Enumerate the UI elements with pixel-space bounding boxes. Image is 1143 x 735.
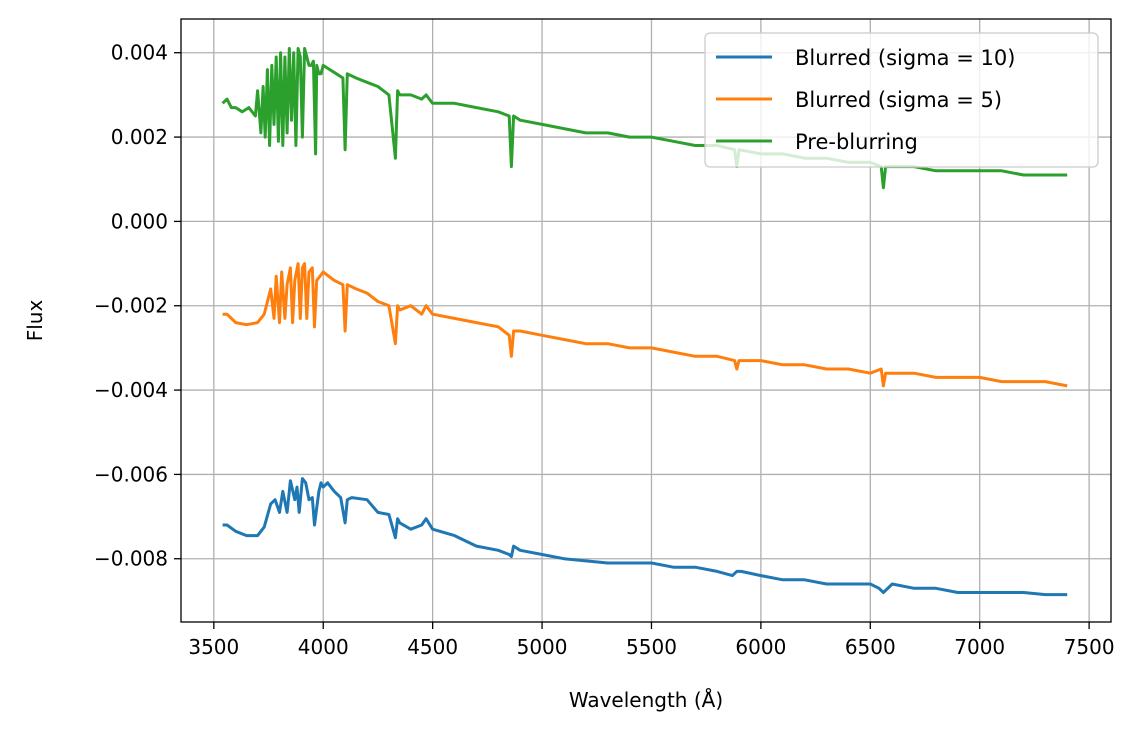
x-tick-label: 7000 <box>954 635 1005 659</box>
x-tick-label: 4000 <box>298 635 349 659</box>
x-tick-label: 6500 <box>845 635 896 659</box>
x-axis-ticks: 3500 4000 4500 5000 5500 6000 6500 7000 7500 <box>188 622 1115 659</box>
x-tick-label: 4500 <box>407 635 458 659</box>
y-axis-ticks: 0.004 0.002 0.000 −0.002 −0.004 −0.006 −0.008 <box>94 41 181 571</box>
y-tick-label: −0.006 <box>94 462 168 486</box>
y-axis-label: Flux <box>23 300 47 342</box>
y-tick-label: 0.004 <box>111 41 168 65</box>
legend-box <box>704 32 1099 168</box>
legend-label-0: Blurred (sigma = 10) <box>795 46 1015 70</box>
y-tick-label: 0.002 <box>111 125 168 149</box>
series-line-0 <box>222 477 1068 597</box>
x-tick-label: 3500 <box>188 635 239 659</box>
legend-label-1: Blurred (sigma = 5) <box>795 88 1002 112</box>
y-tick-label: −0.002 <box>94 294 168 318</box>
series-line-1 <box>222 262 1068 388</box>
x-axis-label: Wavelength (Å) <box>569 688 723 712</box>
x-tick-label: 7500 <box>1064 635 1115 659</box>
y-tick-label: −0.004 <box>94 378 168 402</box>
y-tick-label: 0.000 <box>111 209 168 233</box>
x-tick-label: 5000 <box>517 635 568 659</box>
legend-label-2: Pre-blurring <box>795 130 918 154</box>
x-tick-label: 6000 <box>735 635 786 659</box>
y-tick-label: −0.008 <box>94 547 168 571</box>
x-tick-label: 5500 <box>626 635 677 659</box>
plot-frame <box>180 18 1112 623</box>
legend: Blurred (sigma = 10) Blurred (sigma = 5) P… <box>704 32 1099 168</box>
